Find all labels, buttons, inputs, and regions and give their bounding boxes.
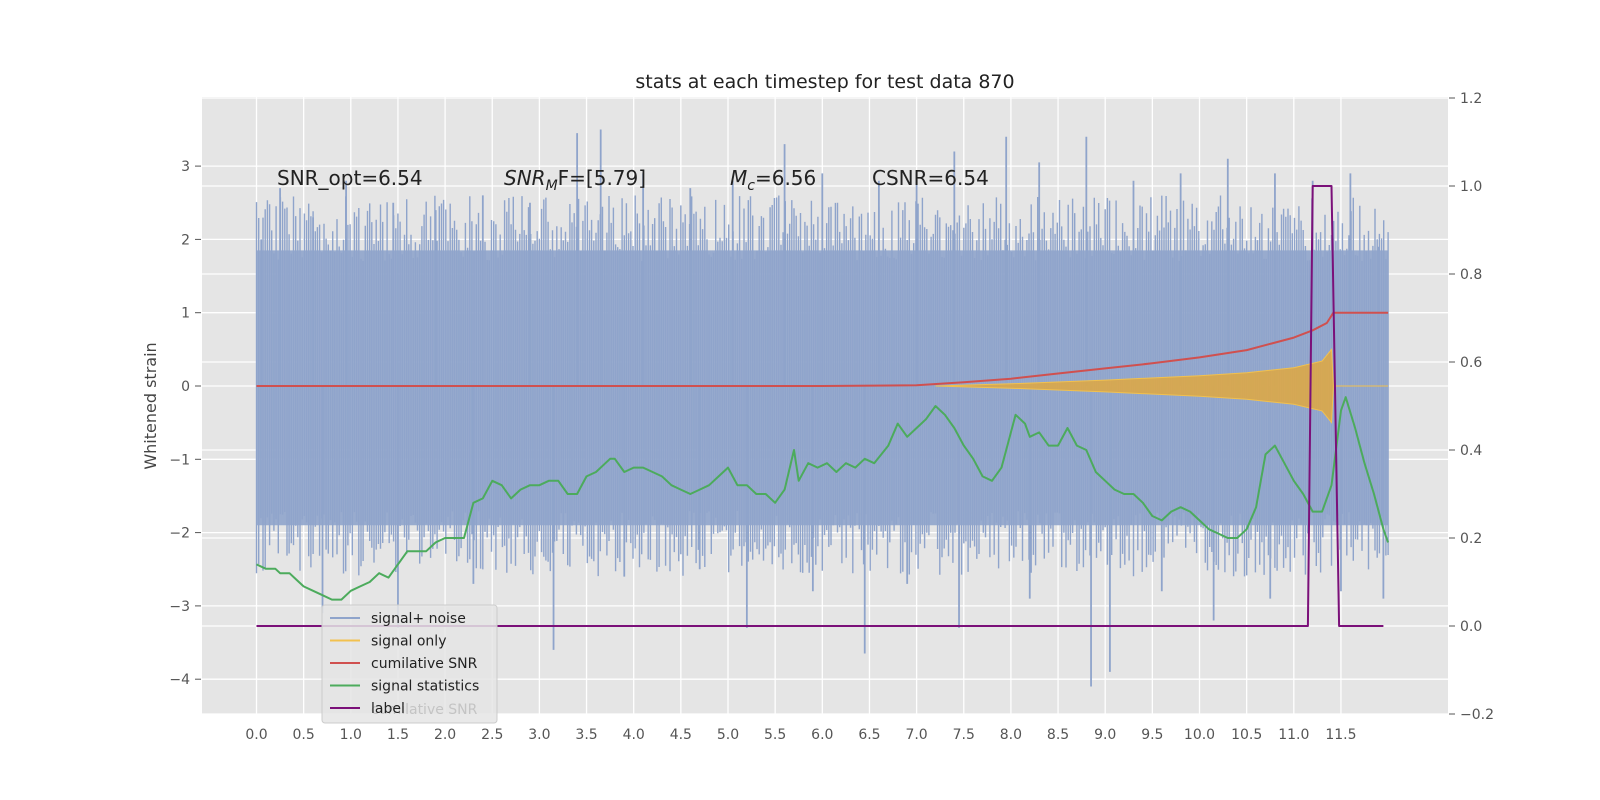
annotation-snr-mf-rest: F=[5.79] [558, 166, 646, 190]
annotation-snr-mf-base: SNR [504, 166, 546, 190]
y2-tick-label: 1.2 [1460, 91, 1482, 107]
x-tick-label: 9.5 [1141, 727, 1163, 743]
x-tick-label: 3.0 [528, 727, 550, 743]
signal-envelope [935, 348, 1389, 424]
annotation-mc-sub: c [747, 178, 755, 194]
y-tick-label: −3 [169, 599, 190, 615]
annotation-chirp-mass: Mc=6.56 [730, 166, 816, 194]
x-tick-label: 1.0 [340, 727, 362, 743]
x-tick-label: 4.0 [623, 727, 645, 743]
x-tick-label: 11.5 [1325, 727, 1356, 743]
x-tick-label: 5.0 [717, 727, 739, 743]
series-signal-only [935, 348, 1389, 424]
annotation-snr-mf: SNRMF=[5.79] [504, 166, 646, 194]
y-tick-label: 1 [181, 306, 190, 322]
y2-tick-label: 0.4 [1460, 443, 1482, 459]
legend-box [321, 604, 498, 724]
chart-title: stats at each timestep for test data 870 [635, 71, 1014, 93]
axes: 0.0 0.5 1.0 1.5 2.0 2.5 3.0 3.5 4.0 4.5 5.0 5.5 6.0 6… [169, 91, 1494, 743]
y-tick-label: −2 [169, 526, 190, 542]
legend-label: signal only [371, 634, 446, 650]
legend-label: signal+ noise [371, 611, 466, 627]
legend: cumilative SNR signal+ noise signal only c… [321, 604, 498, 724]
x-tick-label: 10.5 [1231, 727, 1262, 743]
y-tick-label: −4 [169, 672, 190, 688]
y-tick-label: −1 [169, 452, 190, 468]
x-tick-label: 2.5 [481, 727, 503, 743]
x-tick-label: 5.5 [764, 727, 786, 743]
annotation-snr-opt: SNR_opt=6.54 [277, 166, 423, 190]
series-signal-statistics [256, 396, 1390, 601]
x-tick-label: 8.0 [1000, 727, 1022, 743]
y-tick-label: 3 [181, 159, 190, 175]
annotation-snr-mf-sub: M [546, 178, 558, 194]
series-layer [255, 129, 1390, 687]
legend-ghost-text: cumilative SNR [371, 702, 478, 718]
x-tick-label: 7.0 [905, 727, 927, 743]
y-axis-label: Whitened strain [141, 342, 160, 469]
y2-tick-label: 0.0 [1460, 619, 1482, 635]
x-tick-label: 4.5 [670, 727, 692, 743]
y2-tick-label: 0.6 [1460, 355, 1482, 371]
x-tick-label: 6.0 [811, 727, 833, 743]
series-label [256, 185, 1384, 627]
y2-tick-label: 0.8 [1460, 267, 1482, 283]
x-tick-label: 0.0 [245, 727, 267, 743]
legend-label: signal statistics [371, 679, 479, 695]
y2-tick-label: −0.2 [1460, 707, 1494, 723]
y-tick-label: 0 [181, 379, 190, 395]
x-tick-label: 7.5 [953, 727, 975, 743]
x-tick-label: 1.5 [387, 727, 409, 743]
annotation-csnr: CSNR=6.54 [872, 166, 989, 190]
legend-entries: signal+ noise signal only cumilative SNR si… [330, 611, 479, 717]
x-tick-label: 2.0 [434, 727, 456, 743]
x-tick-label: 9.0 [1094, 727, 1116, 743]
x-tick-label: 0.5 [293, 727, 315, 743]
legend-label: label [371, 701, 405, 717]
annotation-mc-base: M [730, 166, 747, 190]
x-tick-label: 6.5 [858, 727, 880, 743]
legend-label: cumilative SNR [371, 656, 478, 672]
annotation-mc-rest: =6.56 [755, 166, 816, 190]
y2-tick-label: 0.2 [1460, 531, 1482, 547]
y2-tick-label: 1.0 [1460, 179, 1482, 195]
x-tick-label: 11.0 [1278, 727, 1309, 743]
series-cumulative-snr [256, 311, 1389, 387]
x-tick-label: 3.5 [575, 727, 597, 743]
x-tick-label: 10.0 [1184, 727, 1215, 743]
x-tick-label: 8.5 [1047, 727, 1069, 743]
y-tick-label: 2 [181, 232, 190, 248]
